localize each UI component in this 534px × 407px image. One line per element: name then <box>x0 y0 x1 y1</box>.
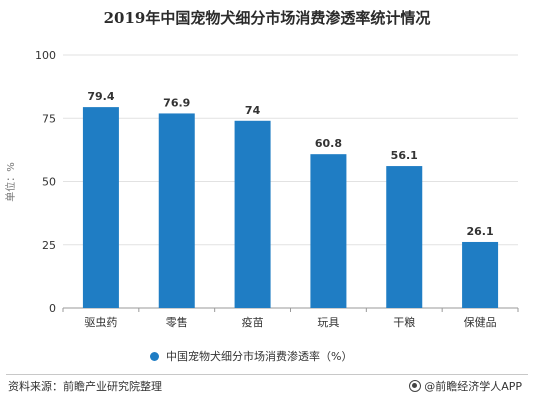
y-tick-label: 100 <box>35 49 56 62</box>
footer-divider <box>6 374 528 375</box>
data-label: 76.9 <box>163 96 190 109</box>
bar <box>82 107 119 308</box>
data-label: 60.8 <box>315 137 342 150</box>
y-tick-label: 75 <box>42 112 56 125</box>
y-tick-label: 0 <box>49 302 56 315</box>
source-text: 资料来源：前瞻产业研究院整理 <box>8 380 162 393</box>
axes: 0 25 50 75 100 驱虫药 零售 疫苗 玩具 干粮 保健品 <box>35 49 519 329</box>
x-tick-label: 玩具 <box>317 316 339 329</box>
bar <box>386 166 423 308</box>
brand-label: @前瞻经济学人APP <box>424 380 522 393</box>
data-label: 56.1 <box>391 149 418 162</box>
brand-logo-icon <box>409 380 422 392</box>
data-labels: 79.4 76.9 74 60.8 56.1 26.1 <box>87 90 493 238</box>
bar <box>310 154 347 308</box>
x-tick-label: 零售 <box>166 315 188 329</box>
chart-canvas: 0 25 50 75 100 驱虫药 零售 疫苗 玩具 干粮 保健品 79.4 76.9 74 60.8 5… <box>4 49 519 329</box>
legend-label: 中国宠物犬细分市场消费渗透率（%） <box>166 350 353 363</box>
x-tick-label: 疫苗 <box>242 315 264 329</box>
y-tick-label: 50 <box>42 176 56 189</box>
data-label: 74 <box>245 104 261 117</box>
x-tick-label: 驱虫药 <box>84 316 117 329</box>
legend: 中国宠物犬细分市场消费渗透率（%） <box>150 347 352 365</box>
bar <box>234 120 271 308</box>
bars <box>82 107 499 309</box>
y-tick-label: 25 <box>42 239 56 252</box>
brand-credit: @前瞻经济学人APP <box>409 378 522 394</box>
legend-marker <box>150 351 159 361</box>
data-label: 79.4 <box>87 90 114 103</box>
x-tick-label: 保健品 <box>464 315 497 329</box>
y-axis-label: 单位：% <box>4 162 17 202</box>
gridlines <box>63 54 518 246</box>
bar <box>462 241 499 308</box>
x-tick-label: 干粮 <box>393 315 415 329</box>
chart-title: 2019年中国宠物犬细分市场消费渗透率统计情况 <box>103 9 431 27</box>
bar <box>158 113 195 309</box>
data-label: 26.1 <box>467 225 494 238</box>
